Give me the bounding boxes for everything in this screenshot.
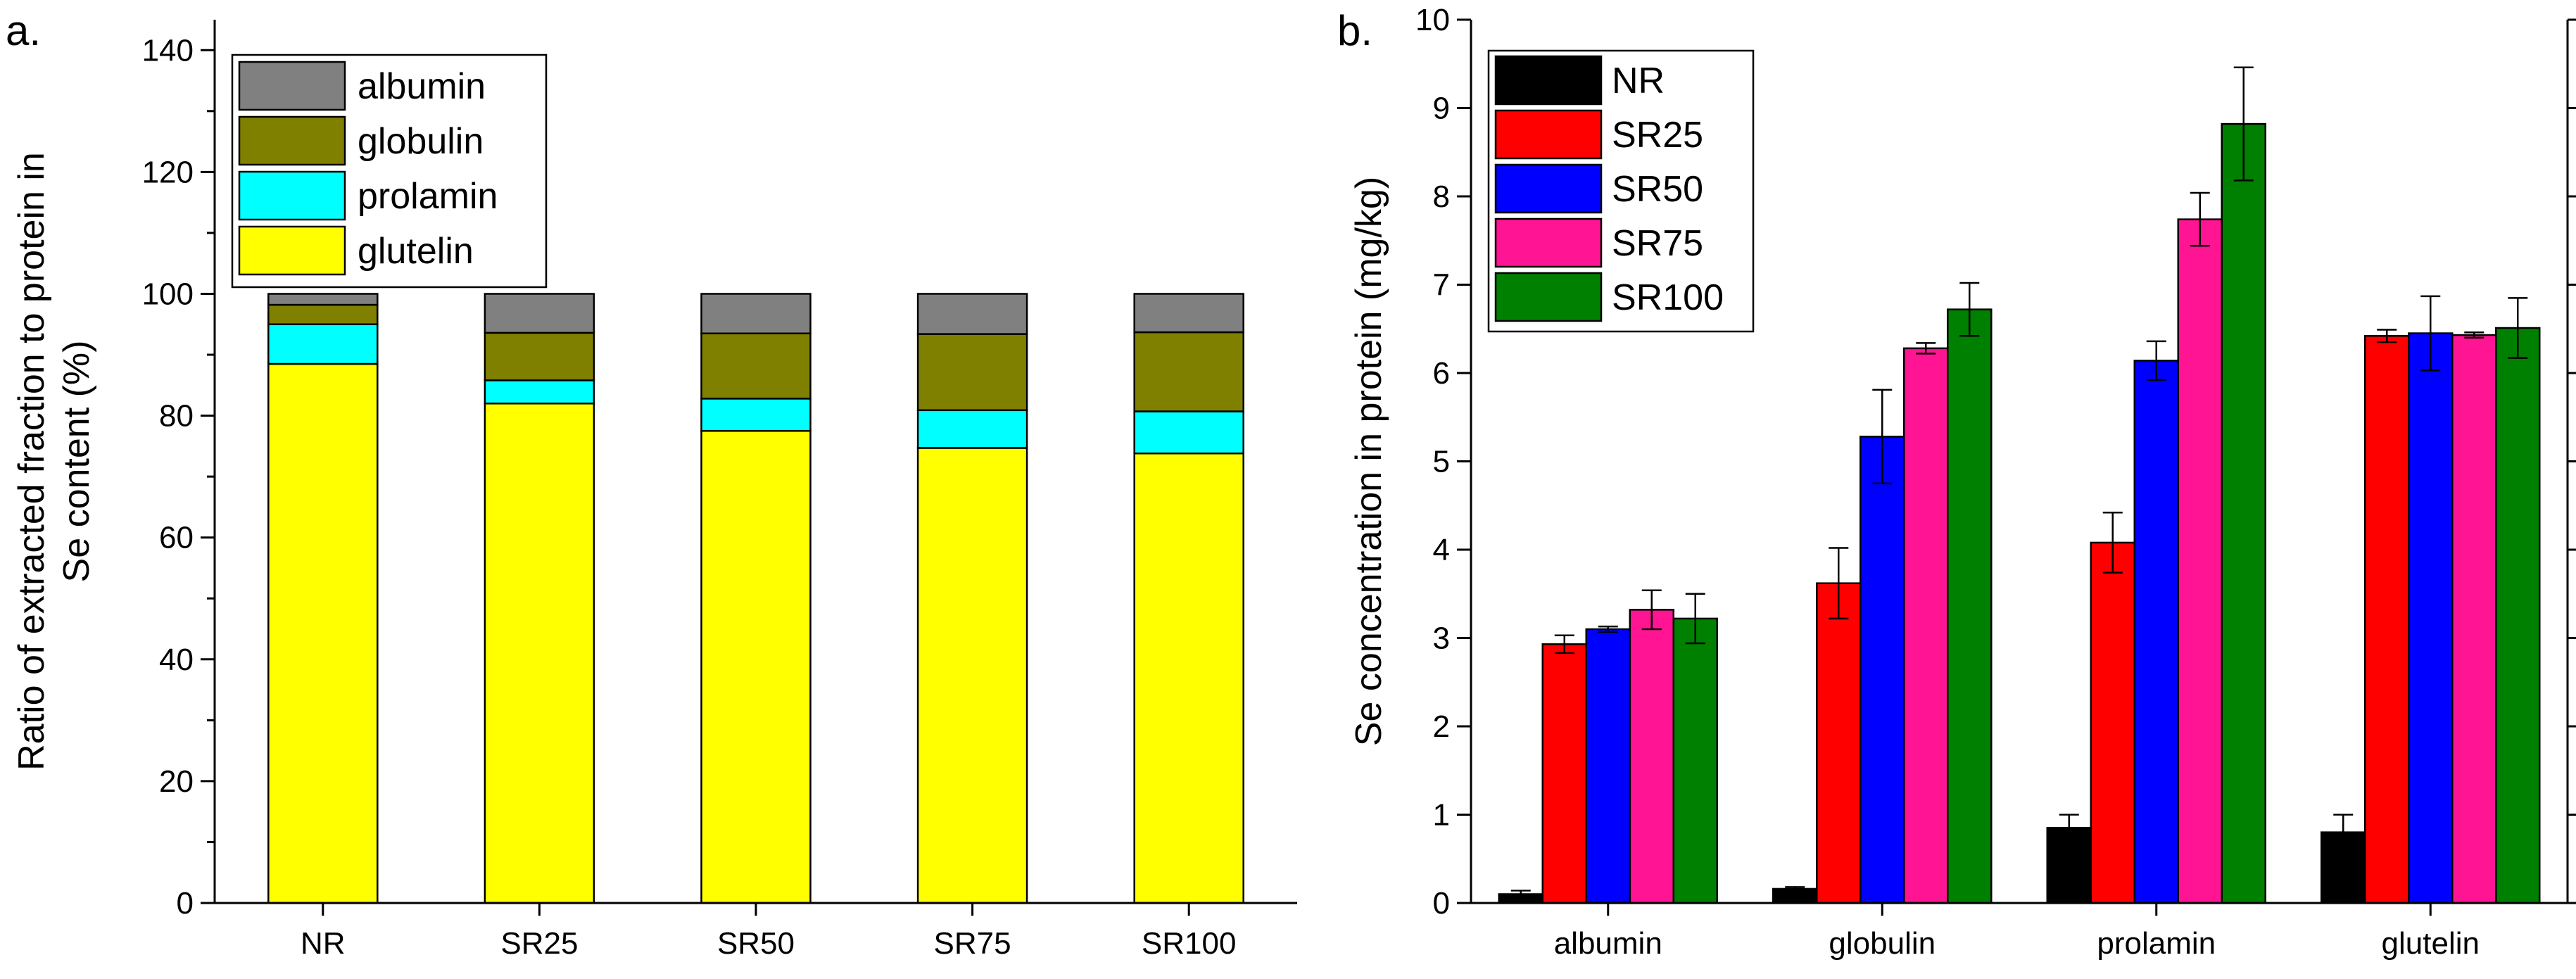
legend-swatch-SR50: [1494, 163, 1603, 214]
bar-SR50-albumin: [1585, 628, 1631, 904]
legend-label-SR25: SR25: [1612, 115, 1703, 156]
bar-SR75-glutelin: [2451, 334, 2497, 904]
bar-SR25-prolamin: [2090, 541, 2135, 904]
y-tick-label: 10: [1415, 3, 1450, 37]
bar-segment-glutelin-SR25: [484, 403, 595, 904]
bar-segment-globulin-NR: [267, 303, 379, 326]
y-tick-label: 5: [1433, 445, 1450, 479]
bar-segment-prolamin-NR: [267, 323, 379, 365]
legend-label-SR100: SR100: [1612, 277, 1724, 318]
bar-segment-glutelin-SR75: [916, 447, 1028, 904]
chart-a: NR SR25 SR50 SR75 SR100 0 20 40 60 80 100 120 140 Rat…: [11, 20, 1297, 961]
bar-segment-prolamin-SR25: [484, 379, 595, 405]
bar-segment-albumin-SR100: [1133, 293, 1244, 334]
bar-SR100-albumin: [1672, 617, 1718, 904]
panel-b-label: b.: [1337, 7, 1372, 54]
y-tick-label: 7: [1433, 268, 1450, 303]
y-tick-label: 1: [1433, 798, 1450, 833]
bar-SR75-globulin: [1903, 347, 1949, 904]
bar-segment-albumin-NR: [267, 293, 379, 306]
x-tick-label: globulin: [1829, 926, 1936, 961]
y-tick-label: 20: [159, 764, 194, 799]
y-tick-label: 4: [1433, 533, 1450, 567]
bar-segment-glutelin-SR50: [700, 429, 812, 904]
panel-a-label: a.: [6, 7, 41, 54]
y-tick-label: 80: [159, 399, 194, 434]
legend-label-prolamin: prolamin: [358, 176, 498, 217]
y-tick-label: 120: [142, 155, 194, 189]
x-tick-label: prolamin: [2097, 926, 2216, 961]
legend-swatch-glutelin: [238, 225, 346, 276]
bar-segment-prolamin-SR50: [700, 398, 812, 432]
y-tick-label: 140: [142, 33, 194, 68]
y-tick-label: 9: [1433, 91, 1450, 126]
bar-segment-albumin-SR50: [700, 293, 812, 334]
bar-segment-globulin-SR100: [1133, 331, 1244, 412]
bar-segment-globulin-SR75: [916, 333, 1028, 412]
legend-swatch-SR100: [1494, 272, 1603, 322]
bar-SR25-globulin: [1816, 582, 1862, 904]
bar-SR100-globulin: [1947, 308, 1993, 904]
legend-a: albumin globulin prolamin glutelin: [231, 53, 548, 289]
legend-label-NR: NR: [1612, 61, 1665, 101]
bar-SR75-albumin: [1629, 609, 1674, 904]
legend-swatch-globulin: [238, 115, 346, 166]
bar-segment-globulin-SR25: [484, 331, 595, 381]
bar-segment-prolamin-SR100: [1133, 410, 1244, 455]
legend-label-SR50: SR50: [1612, 169, 1703, 210]
y-axis-title-line: Ratio of extracted fraction to protein i…: [11, 152, 52, 771]
bar-segment-glutelin-SR100: [1133, 452, 1244, 904]
y-tick-label: 100: [142, 277, 194, 311]
y-tick-label: 6: [1433, 356, 1450, 391]
x-tick-label: SR50: [717, 926, 795, 961]
y-axis-title: Ratio of extracted fraction to protein i…: [11, 152, 97, 771]
bar-segment-albumin-SR75: [916, 293, 1028, 335]
x-tick-label: SR100: [1142, 926, 1237, 961]
chart-b: albumin globulin prolamin glutelin 0 1 2 3 4 5 6 7 8…: [1349, 3, 2576, 961]
bar-SR50-globulin: [1860, 436, 1905, 904]
bar-SR25-albumin: [1541, 643, 1587, 904]
legend-label-SR75: SR75: [1612, 223, 1703, 264]
bar-SR50-prolamin: [2133, 360, 2179, 904]
legend-b: NR SR25 SR50 SR75 SR100: [1487, 49, 1755, 333]
legend-swatch-prolamin: [238, 170, 346, 221]
legend-swatch-NR: [1494, 55, 1603, 106]
legend-label-globulin: globulin: [358, 121, 484, 162]
legend-swatch-SR25: [1494, 109, 1603, 160]
bar-SR75-prolamin: [2177, 218, 2223, 904]
y-tick-label: 8: [1433, 179, 1450, 214]
y-tick-label: 0: [1433, 886, 1450, 921]
bar-SR100-glutelin: [2495, 327, 2541, 904]
legend-swatch-albumin: [238, 61, 346, 111]
y-axis-title: Se concentration in protein (mg/kg): [1349, 177, 1389, 746]
legend-swatch-SR75: [1494, 217, 1603, 268]
y-tick-label: 2: [1433, 709, 1450, 744]
x-tick-label: glutelin: [2382, 926, 2480, 961]
bar-SR100-prolamin: [2221, 122, 2266, 904]
y-tick-label: 0: [177, 886, 194, 921]
bar-segment-globulin-SR50: [700, 332, 812, 400]
legend-label-glutelin: glutelin: [358, 231, 474, 272]
y-tick-label: 3: [1433, 621, 1450, 656]
y-tick-label: 60: [159, 521, 194, 555]
x-tick-label: SR25: [500, 926, 578, 961]
bar-segment-prolamin-SR75: [916, 409, 1028, 449]
legend-label-albumin: albumin: [358, 66, 486, 107]
bar-segment-albumin-SR25: [484, 293, 595, 334]
x-tick-label: SR75: [934, 926, 1011, 961]
bar-SR25-glutelin: [2364, 335, 2410, 904]
x-tick-label: albumin: [1554, 926, 1662, 961]
x-tick-label: NR: [301, 926, 346, 961]
bar-SR50-glutelin: [2408, 332, 2454, 904]
bar-segment-glutelin-NR: [267, 362, 379, 904]
y-tick-label: 40: [159, 643, 194, 677]
y-axis-title-line: Se content (%): [56, 341, 97, 583]
